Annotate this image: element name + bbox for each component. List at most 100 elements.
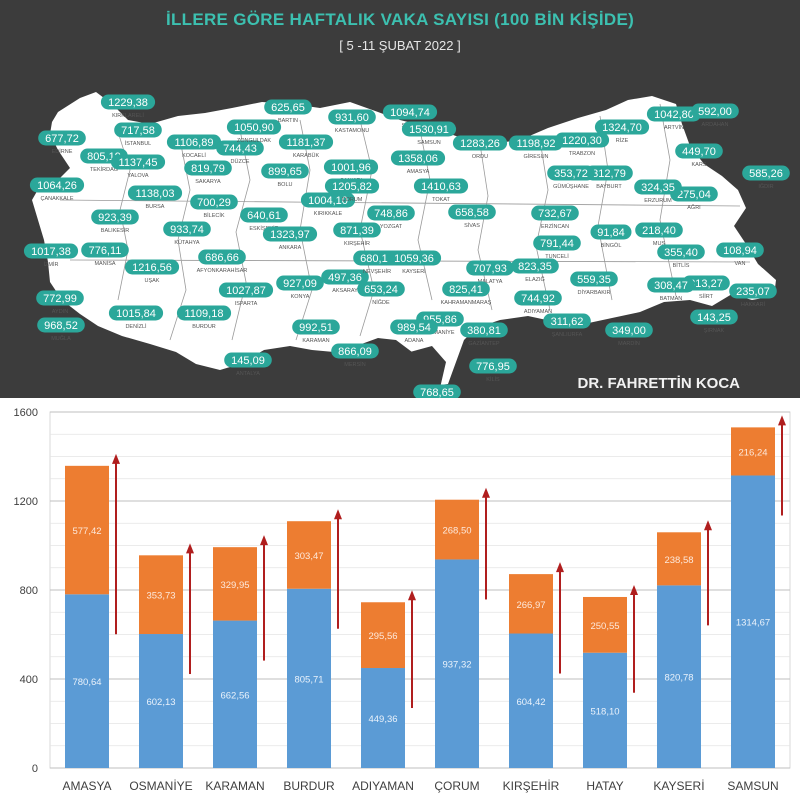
city-badge-pill [216,140,264,156]
city-badge-pill [547,165,595,181]
city-name: TUNCELİ [545,253,569,260]
city-badge-pill [390,319,438,335]
city-value: 349,00 [612,325,646,337]
city-value: 680,19 [360,253,394,265]
city-badge: 686,66 AFYONKARAHİSAR [197,249,247,274]
city-value: 700,29 [197,197,231,209]
city-value: 707,93 [473,263,507,275]
city-name: BURSA [146,204,165,210]
city-badge: 871,39 KIRŞEHİR [333,222,381,247]
city-name: BAYBURT [596,184,622,190]
base-value-label: 602,13 [146,697,175,708]
city-value: 585,26 [749,168,783,180]
city-badge: 1198,92 GİRESUN [508,135,564,160]
city-badge-pill [190,194,238,210]
city-badge-pill [226,119,282,135]
city-name: ANKARA [279,245,302,251]
city-value: 312,79 [592,168,626,180]
city-badge-pill [657,244,705,260]
city-badge-pill [386,250,442,266]
city-badge: 1059,36 KAYSERİ [386,250,442,275]
bar-increase-segment [287,521,331,589]
city-badge-pill [531,205,579,221]
city-badge-pill [543,313,591,329]
city-value: 91,84 [597,227,625,239]
bar-base-segment [213,620,257,768]
city-badge-pill [29,177,85,193]
city-value: 592,00 [698,106,732,118]
city-name: IĞDIR [758,183,773,190]
city-value: 825,41 [449,284,483,296]
city-value: 748,86 [374,208,408,220]
city-badge: 768,65HATAY [413,384,461,398]
map-subtitle: [ 5 -11 ŞUBAT 2022 ] [339,38,461,53]
city-name: ORDU [472,154,488,160]
city-badge-pill [23,243,79,259]
city-name: ADIYAMAN [524,309,552,315]
city-name: BİTLİS [673,262,690,269]
increase-value-label: 295,56 [368,631,397,642]
city-badge-pill [647,277,695,293]
city-name: YALOVA [127,173,149,179]
x-category-label: ÇORUM [434,779,479,793]
map-panel: 1229,38 KIRKLARELİ 677,72 EDİRNE 805,19 TEKİR… [0,0,800,398]
city-badge-pill [605,322,653,338]
x-category-label: HATAY [586,779,623,793]
bar-base-segment [509,633,553,768]
city-value: 355,40 [664,247,698,259]
city-value: 933,74 [170,224,204,236]
city-badge-pill [691,103,739,119]
city-badge: 640,61 ESKİŞEHİR [240,207,288,232]
city-name: BALIKESİR [101,227,129,234]
bar-base-segment [435,559,479,768]
bar-increase-segment [65,465,109,595]
city-value: 1015,84 [116,308,156,320]
city-value: 866,09 [338,346,372,358]
city-name: MARDİN [618,340,640,347]
city-badge-pill [670,186,718,202]
city-badge-pill [38,130,86,146]
city-value: 235,07 [736,286,770,298]
city-value: 1410,63 [421,181,461,193]
increase-arrowhead [112,453,120,464]
city-badge: 355,40 BİTLİS [657,244,705,269]
city-badge-pill [91,209,139,225]
base-value-label: 518,10 [590,706,619,717]
map-title: İLLERE GÖRE HAFTALIK VAKA SAYISI (100 Bİ… [165,10,635,29]
city-badge-pill [590,224,632,240]
city-value: 324,35 [641,182,675,194]
city-badge-pill [448,204,496,220]
city-name: OSMANİYE [425,329,454,336]
city-badge-pill [533,235,581,251]
city-badge: 1216,56 UŞAK [124,259,180,284]
city-value: 772,99 [43,293,77,305]
city-badge: 91,84 BİNGÖL [590,224,632,249]
bar-base-segment [287,588,331,768]
increase-arrowhead [556,562,564,573]
city-badge: 1181,37 KARABÜK [278,134,334,159]
increase-value-label: 353,73 [146,591,175,602]
city-badge: 1027,87 ISPARTA [218,282,274,307]
city-name: ÇANAKKALE [40,196,73,202]
city-name: BATMAN [660,296,683,302]
city-name: MALATYA [478,279,503,285]
chart-panel: 0 400 800 1200 1600 780,64 577,42 602,13 353,73… [0,398,800,800]
city-badge: 312,79 BAYBURT [585,165,633,190]
city-badge-pill [292,319,340,335]
city-badge: 592,00 ARDAHAN [691,103,739,128]
city-name: DÜZCE [231,158,250,165]
city-name: KARABÜK [293,152,320,159]
city-badge: 585,26 IĞDIR [742,165,790,190]
city-value: 992,51 [299,322,333,334]
city-badge: 968,52 MUĞLA [37,317,85,342]
city-value: 744,92 [521,293,555,305]
city-badge-pill [511,258,559,274]
city-name: BOLU [278,182,293,188]
city-badge-pill [514,290,562,306]
y-tick-label: 1200 [14,496,38,508]
city-badge: 1283,26 ORDU [452,135,508,160]
city-name: KIRIKKALE [314,211,343,217]
city-badge: 989,54 ADANA [390,319,438,344]
city-badge: 1323,97 ANKARA [262,226,318,251]
